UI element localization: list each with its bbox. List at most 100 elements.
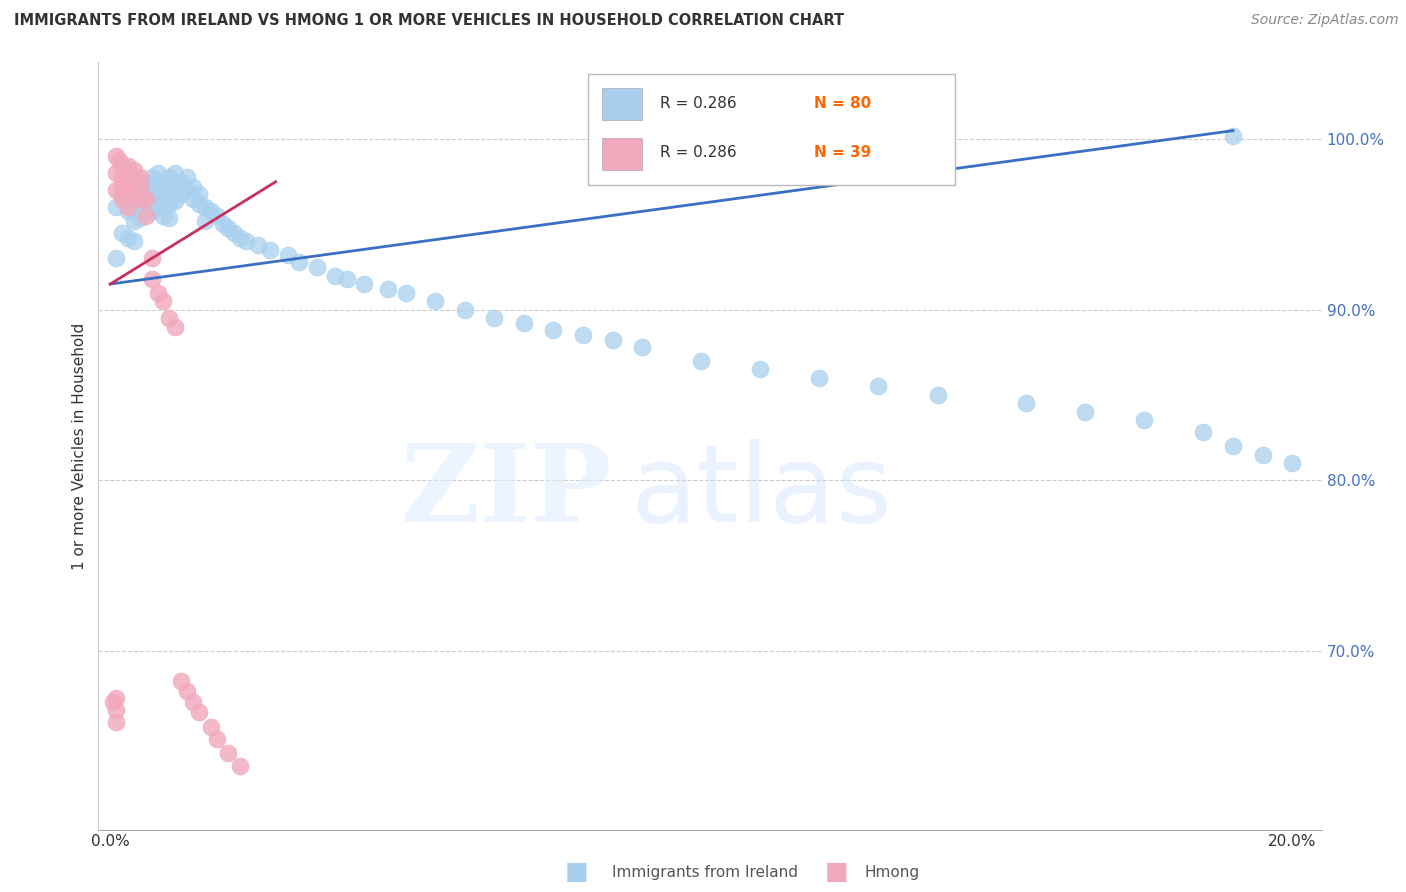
Point <box>868 379 890 393</box>
Point <box>336 272 359 286</box>
Point <box>1074 405 1097 419</box>
Point <box>122 180 145 194</box>
Point <box>288 255 311 269</box>
Point <box>128 192 150 206</box>
Point <box>117 160 139 174</box>
Point <box>117 169 139 184</box>
Point <box>454 302 477 317</box>
Point <box>103 695 125 709</box>
Point <box>224 226 246 240</box>
Point <box>235 235 257 249</box>
Point <box>217 746 239 760</box>
Point <box>128 194 150 208</box>
Point <box>631 340 654 354</box>
Text: Hmong: Hmong <box>865 865 920 880</box>
Point <box>111 169 134 184</box>
Point <box>187 197 209 211</box>
Point <box>484 311 506 326</box>
Point <box>205 209 228 223</box>
Point <box>111 180 134 194</box>
Point <box>572 328 595 343</box>
Point <box>128 180 150 194</box>
Point <box>105 691 128 706</box>
Point <box>165 319 187 334</box>
Point <box>105 149 128 163</box>
Point <box>543 323 565 337</box>
Text: atlas: atlas <box>630 439 893 545</box>
Point <box>181 695 204 709</box>
Point <box>141 272 163 286</box>
Point <box>117 190 139 204</box>
Point <box>111 192 134 206</box>
Text: R = 0.286: R = 0.286 <box>659 145 737 161</box>
Point <box>157 169 180 184</box>
FancyBboxPatch shape <box>602 137 641 169</box>
Point <box>229 231 252 245</box>
Point <box>152 192 174 206</box>
Point <box>122 173 145 187</box>
Point <box>146 183 169 197</box>
Point <box>181 180 204 194</box>
Point <box>122 235 145 249</box>
Point <box>259 243 281 257</box>
Point <box>108 153 131 167</box>
Point <box>165 166 187 180</box>
Point <box>135 192 157 206</box>
Point <box>176 684 198 698</box>
Point <box>211 218 233 232</box>
Point <box>152 294 174 309</box>
Point <box>157 311 180 326</box>
Point <box>122 186 145 201</box>
Point <box>146 166 169 180</box>
Point <box>117 180 139 194</box>
Text: ZIP: ZIP <box>401 439 612 545</box>
Point <box>205 732 228 747</box>
Point <box>111 226 134 240</box>
FancyBboxPatch shape <box>588 74 955 186</box>
Text: Immigrants from Ireland: Immigrants from Ireland <box>612 865 797 880</box>
Text: N = 39: N = 39 <box>814 145 872 161</box>
Point <box>105 183 128 197</box>
Point <box>117 231 139 245</box>
Point <box>128 211 150 225</box>
Point <box>187 705 209 719</box>
Text: Source: ZipAtlas.com: Source: ZipAtlas.com <box>1251 13 1399 28</box>
Point <box>128 177 150 191</box>
Point <box>170 674 193 689</box>
Point <box>105 166 128 180</box>
Point <box>157 211 180 225</box>
Point <box>194 214 217 228</box>
Point <box>602 334 624 348</box>
Point <box>513 316 536 330</box>
Text: ■: ■ <box>565 861 588 884</box>
Text: N = 80: N = 80 <box>814 95 872 111</box>
Point <box>927 388 949 402</box>
Point <box>749 362 772 376</box>
Point <box>353 277 375 291</box>
Point <box>217 220 239 235</box>
Point <box>135 175 157 189</box>
Point <box>229 759 252 773</box>
Text: IMMIGRANTS FROM IRELAND VS HMONG 1 OR MORE VEHICLES IN HOUSEHOLD CORRELATION CHA: IMMIGRANTS FROM IRELAND VS HMONG 1 OR MO… <box>14 13 844 29</box>
Point <box>1251 448 1274 462</box>
Point <box>146 285 169 300</box>
Point <box>146 200 169 214</box>
Point <box>128 169 150 184</box>
Point <box>105 715 128 730</box>
Point <box>117 183 139 197</box>
Text: ■: ■ <box>825 861 848 884</box>
Point <box>1133 413 1156 427</box>
Point <box>200 203 222 218</box>
Point <box>690 353 713 368</box>
Point <box>1222 128 1244 143</box>
Point <box>187 186 209 201</box>
Point <box>165 194 187 208</box>
Point <box>141 186 163 201</box>
Point <box>1281 456 1303 470</box>
Point <box>276 248 298 262</box>
Point <box>1192 425 1215 440</box>
Point <box>307 260 329 274</box>
Point <box>200 720 222 734</box>
Point <box>152 209 174 223</box>
Point <box>176 183 198 197</box>
